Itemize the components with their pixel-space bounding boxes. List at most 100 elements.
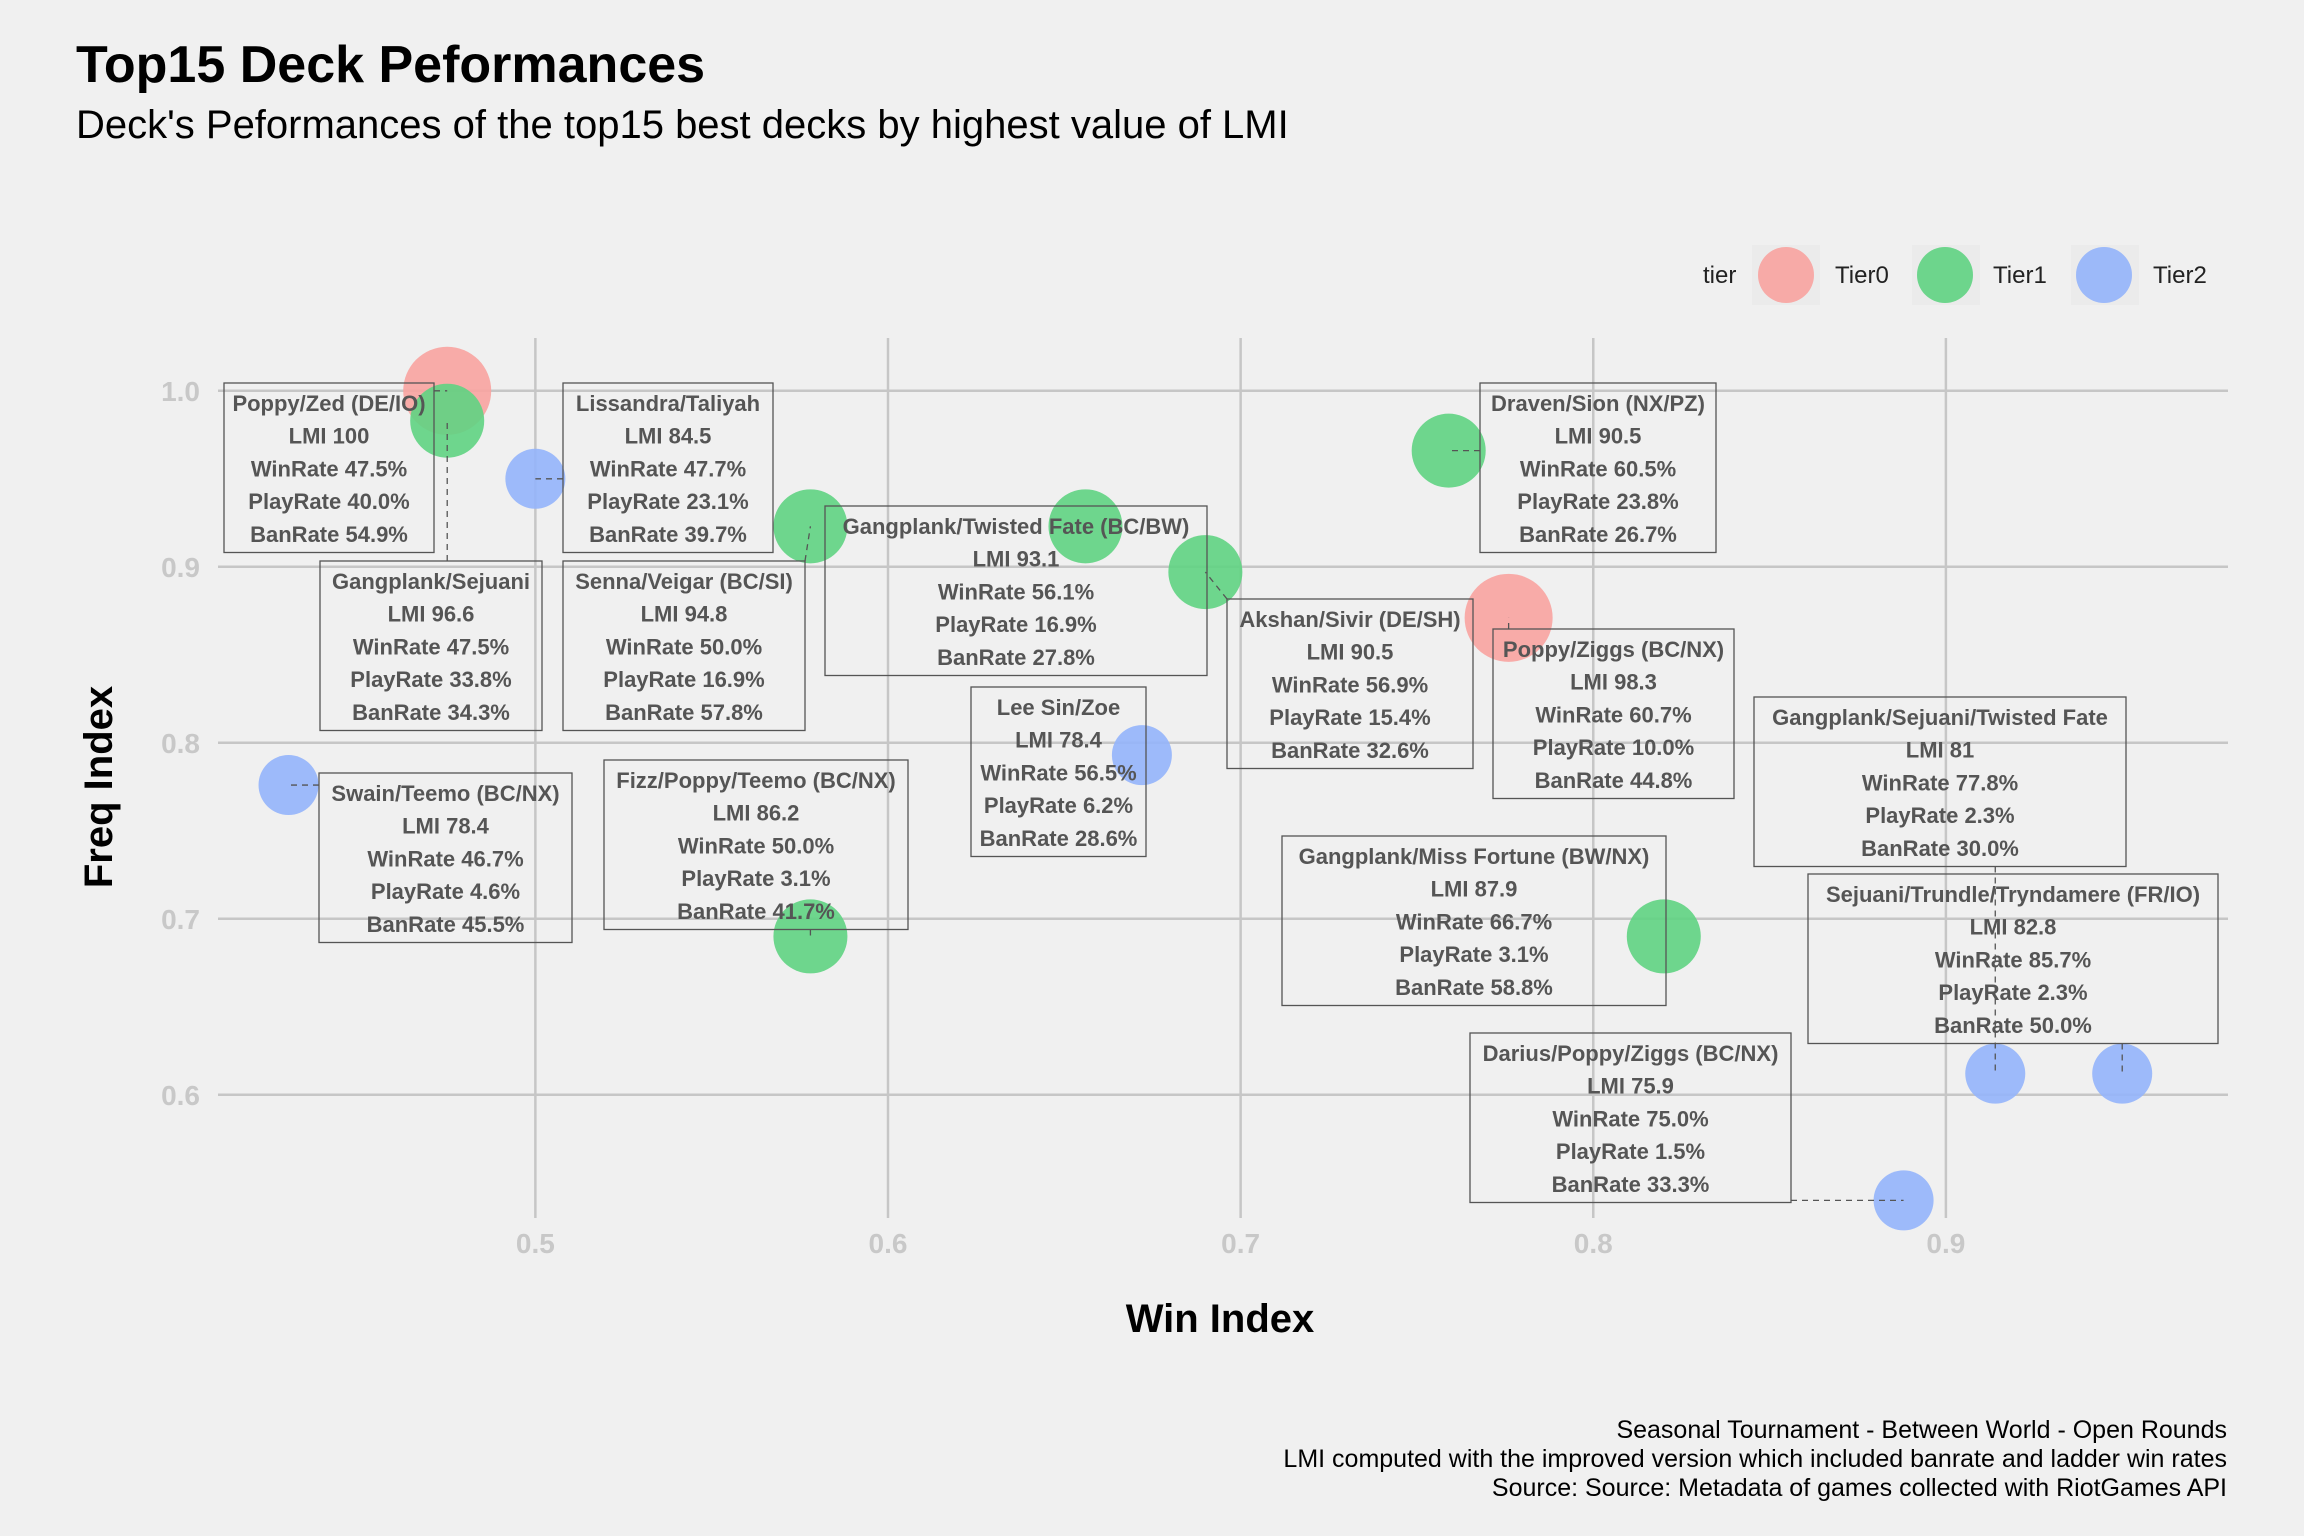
point-label-line: Lee Sin/Zoe <box>997 695 1120 720</box>
point-label-line: Gangplank/Twisted Fate (BC/BW) <box>843 514 1190 539</box>
data-point <box>1626 899 1701 974</box>
point-label-line: PlayRate 23.8% <box>1517 489 1678 514</box>
point-label-line: LMI 96.6 <box>388 602 475 627</box>
point-label-line: PlayRate 16.9% <box>603 667 764 692</box>
point-label: Darius/Poppy/Ziggs (BC/NX) LMI 75.9 WinRat… <box>1469 1032 1792 1204</box>
point-label-line: Sejuani/Trundle/Tryndamere (FR/IO) <box>1826 882 2200 907</box>
point-label-line: Poppy/Zed (DE/IO) <box>232 391 425 416</box>
y-tick-label: 0.6 <box>161 1080 200 1111</box>
point-label-line: Lissandra/Taliyah <box>576 391 760 416</box>
point-label-line: WinRate 50.0% <box>606 634 762 659</box>
point-label-line: BanRate 41.7% <box>677 899 835 924</box>
point-label: Lee Sin/Zoe LMI 78.4 WinRate 56.5% PlayRate… <box>970 686 1147 858</box>
point-label-line: LMI 98.3 <box>1570 670 1657 695</box>
point-label: Swain/Teemo (BC/NX) LMI 78.4 WinRate 46.7%… <box>318 772 573 944</box>
point-label-line: BanRate 33.3% <box>1552 1172 1710 1197</box>
point-label-line: Gangplank/Sejuani <box>332 569 530 594</box>
point-label-line: BanRate 28.6% <box>980 826 1138 851</box>
point-label-line: WinRate 60.5% <box>1520 456 1676 481</box>
point-label-line: Fizz/Poppy/Teemo (BC/NX) <box>616 768 896 793</box>
caption-line-2: LMI computed with the improved version w… <box>1283 1445 2227 1473</box>
point-label-line: Gangplank/Sejuani/Twisted Fate <box>1772 705 2108 730</box>
chart-subtitle: Deck's Peformances of the top15 best dec… <box>76 103 1289 147</box>
point-label-box <box>970 686 1147 858</box>
point-label-line: BanRate 58.8% <box>1395 975 1553 1000</box>
point-label-line: PlayRate 4.6% <box>371 879 520 904</box>
point-label-box <box>318 772 573 944</box>
point-label-line: LMI 82.8 <box>1970 915 2057 940</box>
point-label-line: WinRate 75.0% <box>1552 1106 1708 1131</box>
point-label-line: LMI 86.2 <box>713 801 800 826</box>
point-label-line: WinRate 47.7% <box>590 456 746 481</box>
point-label-line: LMI 81 <box>1906 738 1974 763</box>
data-point <box>1411 413 1486 488</box>
data-point <box>1965 1043 2026 1104</box>
caption-line-3: Source: Source: Metadata of games collec… <box>1492 1474 2227 1502</box>
point-label-line: BanRate 27.8% <box>937 645 1095 670</box>
point-label-line: PlayRate 3.1% <box>1399 942 1548 967</box>
legend-label-tier2: Tier2 <box>2153 262 2207 289</box>
point-label-line: PlayRate 6.2% <box>984 793 1133 818</box>
point-label-line: LMI 93.1 <box>973 547 1060 572</box>
point-label: Senna/Veigar (BC/SI) LMI 94.8 WinRate 50.0… <box>562 560 806 732</box>
data-point <box>2092 1043 2153 1104</box>
point-label-line: BanRate 39.7% <box>589 522 747 547</box>
x-tick-label: 0.6 <box>869 1228 908 1259</box>
point-label-line: LMI 87.9 <box>1431 877 1518 902</box>
y-tick-label: 0.7 <box>161 904 200 935</box>
point-label-box <box>1753 696 2127 868</box>
data-point <box>773 899 848 974</box>
chart-title: Top15 Deck Peformances <box>76 36 705 94</box>
point-label: Sejuani/Trundle/Tryndamere (FR/IO) LMI 82… <box>1807 873 2219 1045</box>
point-label-line: PlayRate 2.3% <box>1865 803 2014 828</box>
point-label-box <box>1807 873 2219 1045</box>
point-label-line: LMI 90.5 <box>1307 640 1394 665</box>
label-connector <box>1204 571 1228 600</box>
label-connector <box>804 526 812 562</box>
point-label-box <box>223 382 435 554</box>
legend-swatch-tier0 <box>1758 247 1814 303</box>
data-point <box>258 755 319 816</box>
point-label-line: BanRate 54.9% <box>250 522 408 547</box>
legend-title: tier <box>1703 262 1736 289</box>
x-axis-title: Win Index <box>1126 1297 1315 1341</box>
y-axis-title: Freq Index <box>77 686 121 888</box>
point-label: Fizz/Poppy/Teemo (BC/NX) LMI 86.2 WinRate … <box>603 759 909 931</box>
tick-labels: 0.5 0.6 0.7 0.8 0.9 0.6 0.7 0.8 0.9 1.0 <box>161 376 1965 1259</box>
point-label-line: WinRate 50.0% <box>678 833 834 858</box>
point-label-line: Gangplank/Miss Fortune (BW/NX) <box>1299 844 1650 869</box>
point-label-line: WinRate 77.8% <box>1862 770 2018 795</box>
point-label-box <box>1281 835 1667 1007</box>
data-point <box>1048 489 1123 564</box>
point-label: Draven/Sion (NX/PZ) LMI 90.5 WinRate 60.5%… <box>1479 382 1717 554</box>
caption: Seasonal Tournament - Between World - Op… <box>1283 1416 2227 1502</box>
point-label-line: BanRate 30.0% <box>1861 836 2019 861</box>
y-tick-label: 0.9 <box>161 552 200 583</box>
legend-label-tier0: Tier0 <box>1835 262 1889 289</box>
legend-swatch-tier1 <box>1917 247 1973 303</box>
point-label-box <box>824 505 1208 677</box>
point-label-box <box>319 560 543 732</box>
point-label-line: WinRate 56.5% <box>980 760 1136 785</box>
point-label-line: PlayRate 3.1% <box>681 866 830 891</box>
point-label-line: BanRate 26.7% <box>1519 522 1677 547</box>
point-label: Lissandra/Taliyah LMI 84.5 WinRate 47.7% Pl… <box>562 382 774 554</box>
data-point <box>410 383 485 458</box>
point-label-box <box>1492 628 1735 800</box>
point-label-line: BanRate 44.8% <box>1535 768 1693 793</box>
point-label: Poppy/Ziggs (BC/NX) LMI 98.3 WinRate 60.7%… <box>1492 628 1735 800</box>
point-label: Gangplank/Twisted Fate (BC/BW) LMI 93.1 Wi… <box>824 505 1208 677</box>
point-labels: Poppy/Zed (DE/IO) LMI 100 WinRate 47.5% Pla… <box>223 382 2219 1204</box>
point-label-line: BanRate 50.0% <box>1934 1013 2092 1038</box>
legend: tier Tier0 Tier1 Tier2 <box>1703 245 2207 305</box>
point-label-box <box>562 382 774 554</box>
point-label-line: BanRate 57.8% <box>605 700 763 725</box>
point-label-line: LMI 78.4 <box>402 814 490 839</box>
point-label-box <box>1479 382 1717 554</box>
point-label-line: PlayRate 10.0% <box>1533 735 1694 760</box>
point-label-line: LMI 94.8 <box>641 602 728 627</box>
point-label-line: WinRate 66.7% <box>1396 909 1552 934</box>
point-label-line: PlayRate 15.4% <box>1269 705 1430 730</box>
point-label-line: WinRate 47.5% <box>251 456 407 481</box>
